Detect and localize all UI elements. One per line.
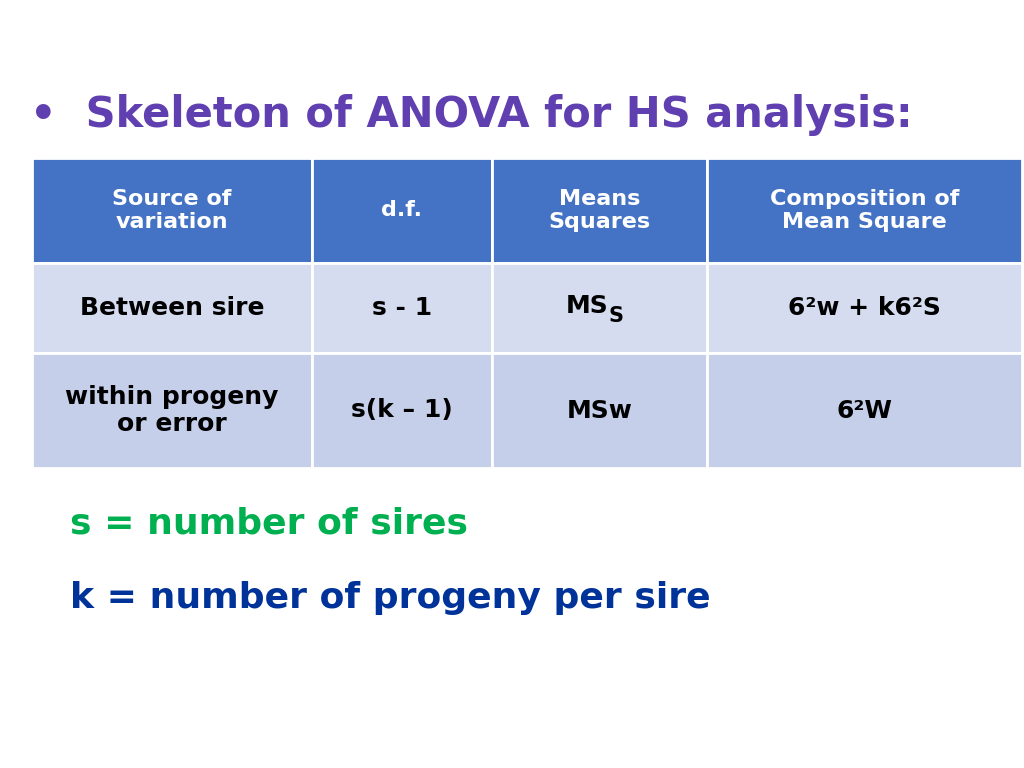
Bar — [32, 158, 312, 263]
Bar — [32, 353, 312, 468]
Bar — [492, 263, 707, 353]
Bar — [707, 158, 1022, 263]
Text: s(k – 1): s(k – 1) — [351, 399, 453, 422]
Text: Source of
variation: Source of variation — [113, 189, 231, 232]
Text: MSw: MSw — [566, 399, 633, 422]
Bar — [312, 263, 492, 353]
Bar — [312, 353, 492, 468]
Text: Between sire: Between sire — [80, 296, 264, 320]
Text: Composition of
Mean Square: Composition of Mean Square — [770, 189, 959, 232]
Text: s = number of sires: s = number of sires — [70, 506, 468, 540]
Bar — [312, 158, 492, 263]
Text: within progeny
or error: within progeny or error — [66, 385, 279, 436]
Text: k = number of progeny per sire: k = number of progeny per sire — [70, 581, 711, 615]
Bar — [707, 353, 1022, 468]
Text: d.f.: d.f. — [382, 200, 423, 220]
Text: s - 1: s - 1 — [372, 296, 432, 320]
Text: 6²w + k6²S: 6²w + k6²S — [788, 296, 941, 320]
Text: •  Skeleton of ANOVA for HS analysis:: • Skeleton of ANOVA for HS analysis: — [30, 94, 912, 136]
Bar — [32, 263, 312, 353]
Text: 6²W: 6²W — [837, 399, 893, 422]
Bar — [707, 263, 1022, 353]
Text: S: S — [608, 306, 623, 326]
Bar — [492, 353, 707, 468]
Text: MS: MS — [566, 294, 609, 318]
Bar — [492, 158, 707, 263]
Text: Means
Squares: Means Squares — [549, 189, 650, 232]
